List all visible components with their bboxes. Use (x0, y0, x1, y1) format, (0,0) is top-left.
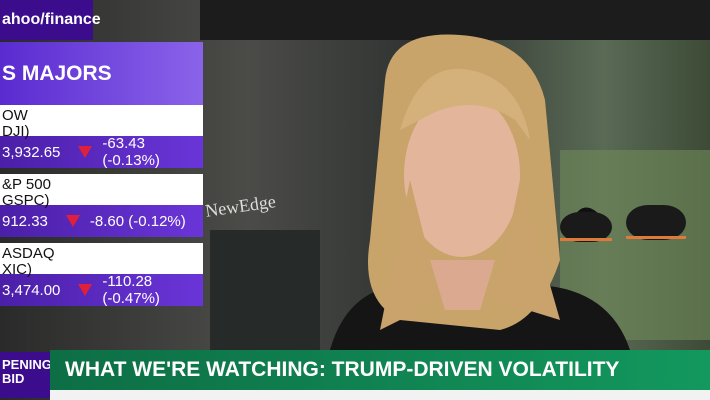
down-arrow (65, 215, 80, 227)
down-arrow (78, 146, 93, 158)
index-symbol: GSPC) (2, 192, 50, 209)
majors-panel: S MAJORS OW DJI) 3,932.65 -63.43 (-0.13%) &P… (0, 42, 203, 307)
show-name: PENING (2, 357, 52, 372)
show-name: BID (2, 371, 25, 386)
index-price: 3,932.65 (2, 143, 61, 161)
panel-title: S MAJORS (0, 42, 203, 105)
show-logo: PENING BID (0, 352, 52, 398)
down-arrow (78, 284, 93, 296)
index-quote: 3,474.00 -110.28 (-0.47%) (0, 273, 203, 307)
index-rows: OW DJI) 3,932.65 -63.43 (-0.13%) &P 500 GSPC)… (0, 105, 203, 307)
index-name: &P 500 GSPC) (0, 174, 203, 209)
caption-strip (50, 390, 710, 400)
index-change: -110.28 (-0.47%) (102, 273, 160, 307)
index-label: &P 500 (2, 176, 51, 193)
index-name: OW DJI) (0, 105, 203, 140)
index-symbol: DJI) (2, 123, 30, 140)
index-change: -8.60 (-0.12%) (89, 212, 186, 230)
index-price: 912.33 (2, 212, 48, 230)
index-price: 3,474.00 (2, 281, 61, 299)
index-label: ASDAQ (2, 245, 55, 262)
index-change: -63.43 (-0.13%) (102, 135, 160, 169)
index-label: OW (2, 107, 28, 124)
headline-bar: WHAT WE'RE WATCHING: TRUMP-DRIVEN VOLATI… (50, 350, 710, 390)
index-quote: 3,932.65 -63.43 (-0.13%) (0, 135, 203, 169)
index-symbol: XIC) (2, 261, 32, 278)
logo: ahoo/finance (0, 0, 101, 40)
index-quote: 912.33 -8.60 (-0.12%) (0, 205, 203, 237)
index-name: ASDAQ XIC) (0, 243, 203, 278)
